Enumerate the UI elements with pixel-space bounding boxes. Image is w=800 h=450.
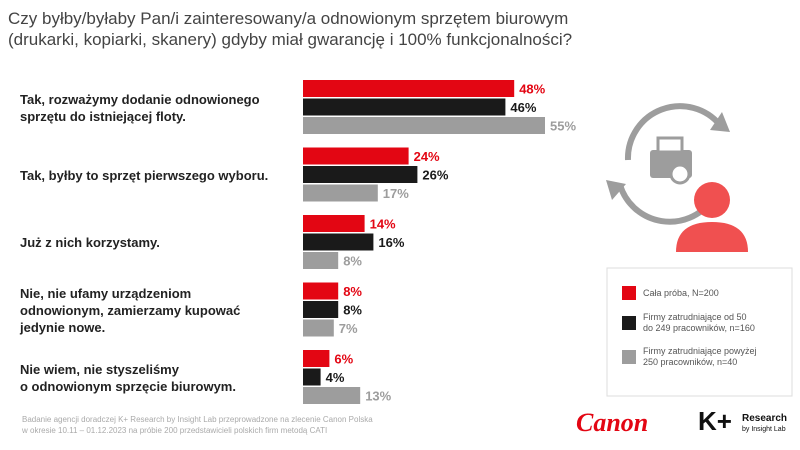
value-label: 46% (510, 100, 536, 115)
value-label: 8% (343, 284, 362, 299)
value-label: 26% (422, 168, 448, 183)
value-label: 24% (414, 149, 440, 164)
bar (303, 98, 506, 116)
bar (303, 117, 545, 134)
bar (303, 301, 339, 318)
chart-title: Czy byłby/byłaby Pan/i zainteresowany/a … (8, 9, 573, 49)
bar (303, 368, 321, 386)
value-label: 13% (365, 389, 391, 404)
value-label: 4% (326, 370, 345, 385)
bar (303, 282, 339, 300)
category-label: Nie wiem, nie styszeliśmy o odnowionym s… (20, 361, 236, 394)
kplus-research: Research (742, 413, 788, 424)
legend-label: Firmy zatrudniające powyżej 250 pracowni… (643, 346, 757, 367)
bar (303, 166, 418, 183)
value-label: 16% (378, 235, 404, 250)
value-label: 55% (550, 119, 576, 134)
value-label: 7% (339, 321, 358, 336)
value-label: 17% (383, 186, 409, 201)
value-label: 14% (370, 217, 396, 232)
bar (303, 184, 378, 202)
category-label: Tak, rozważymy dodanie odnowionego sprzę… (20, 91, 260, 124)
bar (303, 147, 409, 165)
category-label: Nie, nie ufamy urządzeniom odnowionym, z… (20, 285, 241, 335)
category-label: Już z nich korzystamy. (20, 235, 160, 251)
category-label: Tak, byłby to sprzęt pierwszego wyboru. (20, 167, 269, 183)
legend-label: Cała próba, N=200 (643, 287, 719, 298)
icon (606, 103, 748, 252)
bar (303, 233, 374, 251)
kplus-sub: by Insight Lab (742, 426, 786, 433)
bar (303, 319, 334, 337)
canon-logo: Canon (576, 408, 649, 437)
legend-swatch (622, 286, 636, 300)
legend-box (606, 267, 793, 397)
value-label: 8% (343, 254, 362, 269)
value-label: 8% (343, 303, 362, 318)
value-label: 6% (334, 352, 353, 367)
legend-label: Firmy zatrudniające od 50 do 249 pracown… (643, 312, 755, 333)
legend-swatch (622, 350, 636, 364)
footnote: Badanie agencji doradczej K+ Research by… (22, 415, 373, 435)
value-label: 48% (519, 82, 545, 97)
legend-swatch (622, 316, 636, 330)
bar (303, 350, 330, 367)
bar (303, 387, 361, 404)
bar (303, 215, 365, 232)
kplus-logo: K+ (698, 406, 732, 436)
bar (303, 252, 339, 269)
bar (303, 80, 515, 97)
